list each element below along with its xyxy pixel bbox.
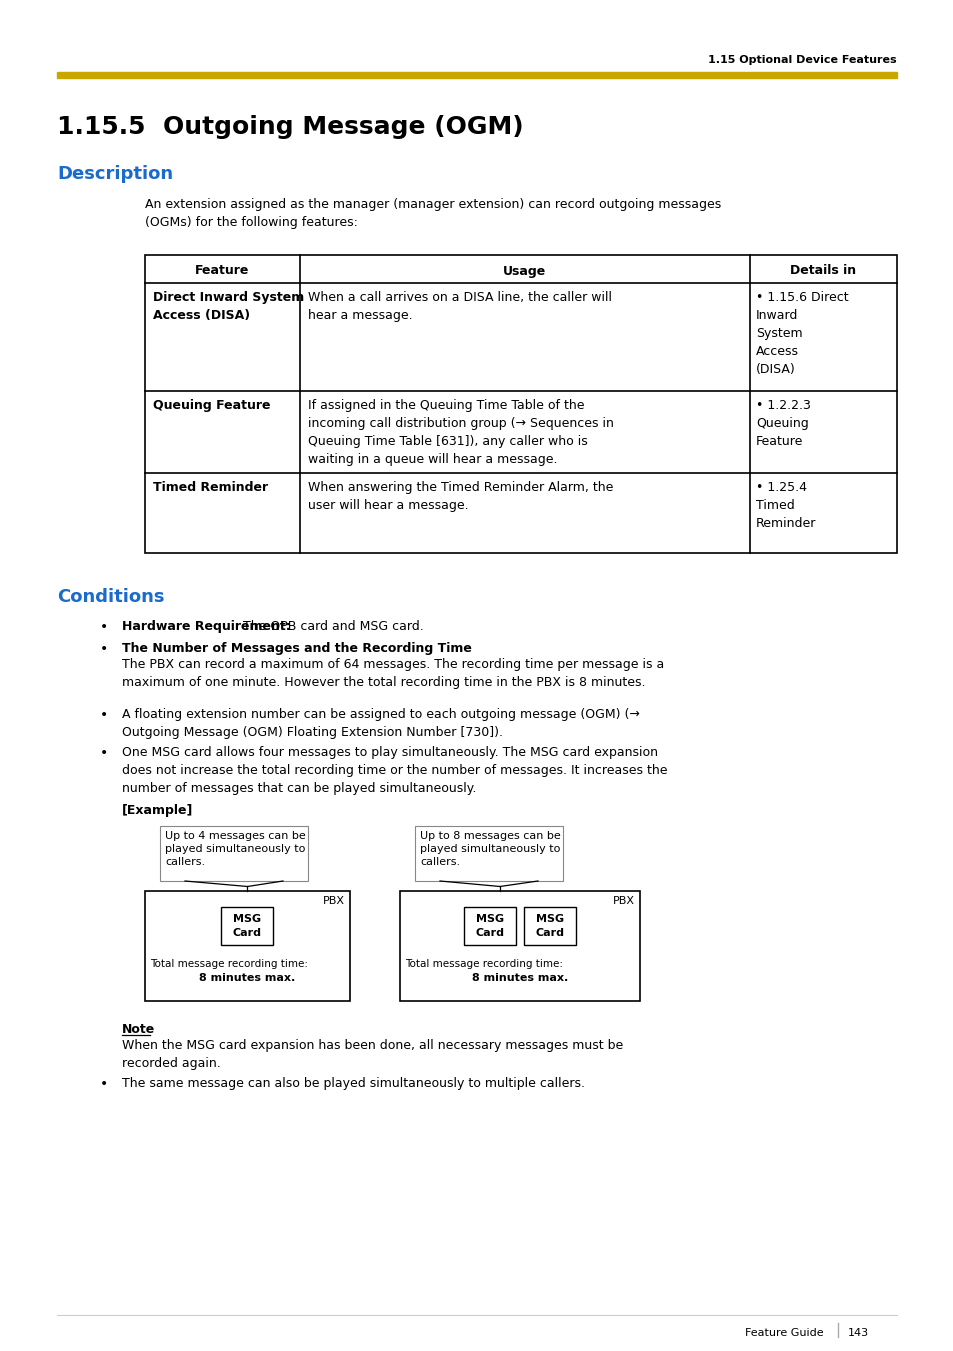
Text: •: • <box>100 642 108 657</box>
Bar <box>160 825 308 881</box>
Text: Feature: Feature <box>195 265 250 277</box>
Text: Usage: Usage <box>503 265 546 277</box>
Text: When answering the Timed Reminder Alarm, the
user will hear a message.: When answering the Timed Reminder Alarm,… <box>308 481 613 512</box>
Bar <box>415 825 562 881</box>
Bar <box>57 72 896 78</box>
Text: Hardware Requirement:: Hardware Requirement: <box>122 620 291 634</box>
Text: Description: Description <box>57 165 172 182</box>
Text: If assigned in the Queuing Time Table of the
incoming call distribution group (→: If assigned in the Queuing Time Table of… <box>308 399 613 466</box>
Bar <box>221 907 274 944</box>
Text: A floating extension number can be assigned to each outgoing message (OGM) (→
Ou: A floating extension number can be assig… <box>122 708 639 739</box>
Text: 1.15.5  Outgoing Message (OGM): 1.15.5 Outgoing Message (OGM) <box>57 115 523 139</box>
Text: Queuing Feature: Queuing Feature <box>152 399 271 412</box>
Text: The same message can also be played simultaneously to multiple callers.: The same message can also be played simu… <box>122 1077 584 1090</box>
Text: [Example]: [Example] <box>122 804 193 817</box>
Text: The Number of Messages and the Recording Time: The Number of Messages and the Recording… <box>122 642 472 655</box>
Text: 143: 143 <box>847 1328 868 1337</box>
Bar <box>145 892 350 1001</box>
Text: 8 minutes max.: 8 minutes max. <box>472 973 568 984</box>
Text: Up to 4 messages can be
played simultaneously to
callers.: Up to 4 messages can be played simultane… <box>165 831 305 867</box>
Text: •: • <box>100 620 108 634</box>
Text: One MSG card allows four messages to play simultaneously. The MSG card expansion: One MSG card allows four messages to pla… <box>122 746 667 794</box>
Text: PBX: PBX <box>323 896 345 907</box>
Text: • 1.15.6 Direct
Inward
System
Access
(DISA): • 1.15.6 Direct Inward System Access (DI… <box>755 290 848 376</box>
Text: The PBX can record a maximum of 64 messages. The recording time per message is a: The PBX can record a maximum of 64 messa… <box>122 658 663 689</box>
Text: When a call arrives on a DISA line, the caller will
hear a message.: When a call arrives on a DISA line, the … <box>308 290 612 322</box>
Text: • 1.25.4
Timed
Reminder: • 1.25.4 Timed Reminder <box>755 481 816 530</box>
Text: Direct Inward System
Access (DISA): Direct Inward System Access (DISA) <box>152 290 304 322</box>
Text: The OPB card and MSG card.: The OPB card and MSG card. <box>238 620 423 634</box>
Text: • 1.2.2.3
Queuing
Feature: • 1.2.2.3 Queuing Feature <box>755 399 810 449</box>
Text: Conditions: Conditions <box>57 588 164 607</box>
Text: When the MSG card expansion has been done, all necessary messages must be
record: When the MSG card expansion has been don… <box>122 1039 622 1070</box>
Text: 1.15 Optional Device Features: 1.15 Optional Device Features <box>708 55 896 65</box>
Bar <box>145 255 896 553</box>
Text: Timed Reminder: Timed Reminder <box>152 481 268 494</box>
Bar <box>523 907 576 944</box>
Text: PBX: PBX <box>613 896 635 907</box>
Text: Details in: Details in <box>790 265 856 277</box>
Bar <box>399 892 639 1001</box>
Text: MSG
Card: MSG Card <box>535 915 564 938</box>
Text: MSG
Card: MSG Card <box>233 915 262 938</box>
Text: Total message recording time:: Total message recording time: <box>150 959 308 969</box>
Text: MSG
Card: MSG Card <box>475 915 504 938</box>
Text: •: • <box>100 708 108 721</box>
Text: Up to 8 messages can be
played simultaneously to
callers.: Up to 8 messages can be played simultane… <box>419 831 560 867</box>
Text: Feature Guide: Feature Guide <box>744 1328 822 1337</box>
Text: •: • <box>100 746 108 761</box>
Bar <box>463 907 516 944</box>
Text: Note: Note <box>122 1023 155 1036</box>
Text: •: • <box>100 1077 108 1092</box>
Text: An extension assigned as the manager (manager extension) can record outgoing mes: An extension assigned as the manager (ma… <box>145 199 720 230</box>
Text: Total message recording time:: Total message recording time: <box>405 959 562 969</box>
Text: 8 minutes max.: 8 minutes max. <box>199 973 295 984</box>
